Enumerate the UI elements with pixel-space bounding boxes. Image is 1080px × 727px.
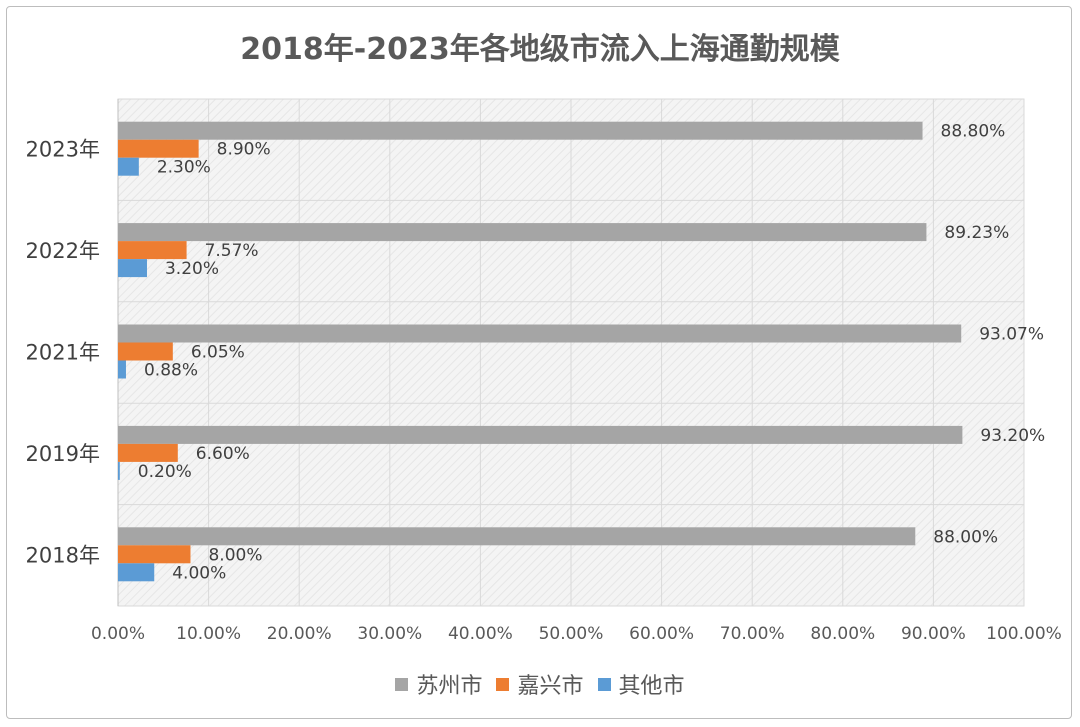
bar	[118, 527, 916, 546]
x-tick-label: 0.00%	[91, 624, 145, 644]
chart-title: 2018年-2023年各地级市流入上海通勤规模	[240, 32, 840, 67]
bar	[118, 443, 178, 462]
data-label: 7.57%	[205, 241, 259, 261]
x-tick-label: 30.00%	[357, 624, 422, 644]
x-tick-label: 50.00%	[539, 624, 604, 644]
bar	[118, 259, 147, 278]
bar	[118, 563, 155, 582]
data-label: 2.30%	[157, 158, 211, 178]
bar	[118, 241, 187, 260]
data-label: 0.88%	[144, 361, 198, 381]
data-label: 4.00%	[172, 563, 226, 583]
legend-label: 苏州市	[416, 674, 483, 699]
bar	[118, 425, 963, 444]
data-label: 8.00%	[208, 545, 262, 565]
legend-item: 嘉兴市	[496, 668, 584, 700]
x-tick-label: 60.00%	[629, 624, 694, 644]
category-label: 2023年	[26, 138, 100, 162]
data-label: 89.23%	[944, 223, 1009, 243]
data-label: 8.90%	[217, 140, 271, 160]
x-tick-label: 70.00%	[720, 624, 785, 644]
x-tick-label: 100.00%	[986, 624, 1062, 644]
bar	[118, 121, 923, 140]
data-label: 88.80%	[941, 122, 1006, 142]
x-tick-label: 40.00%	[448, 624, 513, 644]
category-label: 2018年	[26, 543, 100, 567]
legend-item: 其他市	[597, 668, 685, 700]
x-tick-label: 10.00%	[176, 624, 241, 644]
legend-label: 其他市	[618, 674, 685, 699]
bar	[118, 139, 199, 158]
bar	[118, 342, 173, 361]
legend-swatch	[597, 677, 611, 691]
data-label: 6.60%	[196, 444, 250, 464]
category-label: 2019年	[26, 442, 100, 466]
category-label: 2022年	[26, 239, 100, 263]
bar	[118, 223, 927, 242]
x-tick-label: 90.00%	[901, 624, 966, 644]
data-label: 93.20%	[980, 426, 1045, 446]
x-tick-label: 80.00%	[810, 624, 875, 644]
data-label: 6.05%	[191, 343, 245, 363]
data-label: 88.00%	[933, 527, 998, 547]
x-tick-label: 20.00%	[267, 624, 332, 644]
category-label: 2021年	[26, 341, 100, 365]
bar	[118, 545, 191, 564]
bar	[118, 360, 126, 379]
bar	[118, 461, 120, 480]
legend-label: 嘉兴市	[517, 674, 584, 699]
data-label: 3.20%	[165, 259, 219, 279]
bar	[118, 324, 962, 343]
data-label: 93.07%	[979, 325, 1044, 345]
legend-swatch	[395, 677, 409, 691]
legend: 苏州市 嘉兴市 其他市	[0, 668, 1080, 700]
legend-swatch	[496, 677, 510, 691]
legend-item: 苏州市	[395, 668, 482, 700]
data-label: 0.20%	[138, 462, 192, 482]
bar	[118, 157, 139, 176]
